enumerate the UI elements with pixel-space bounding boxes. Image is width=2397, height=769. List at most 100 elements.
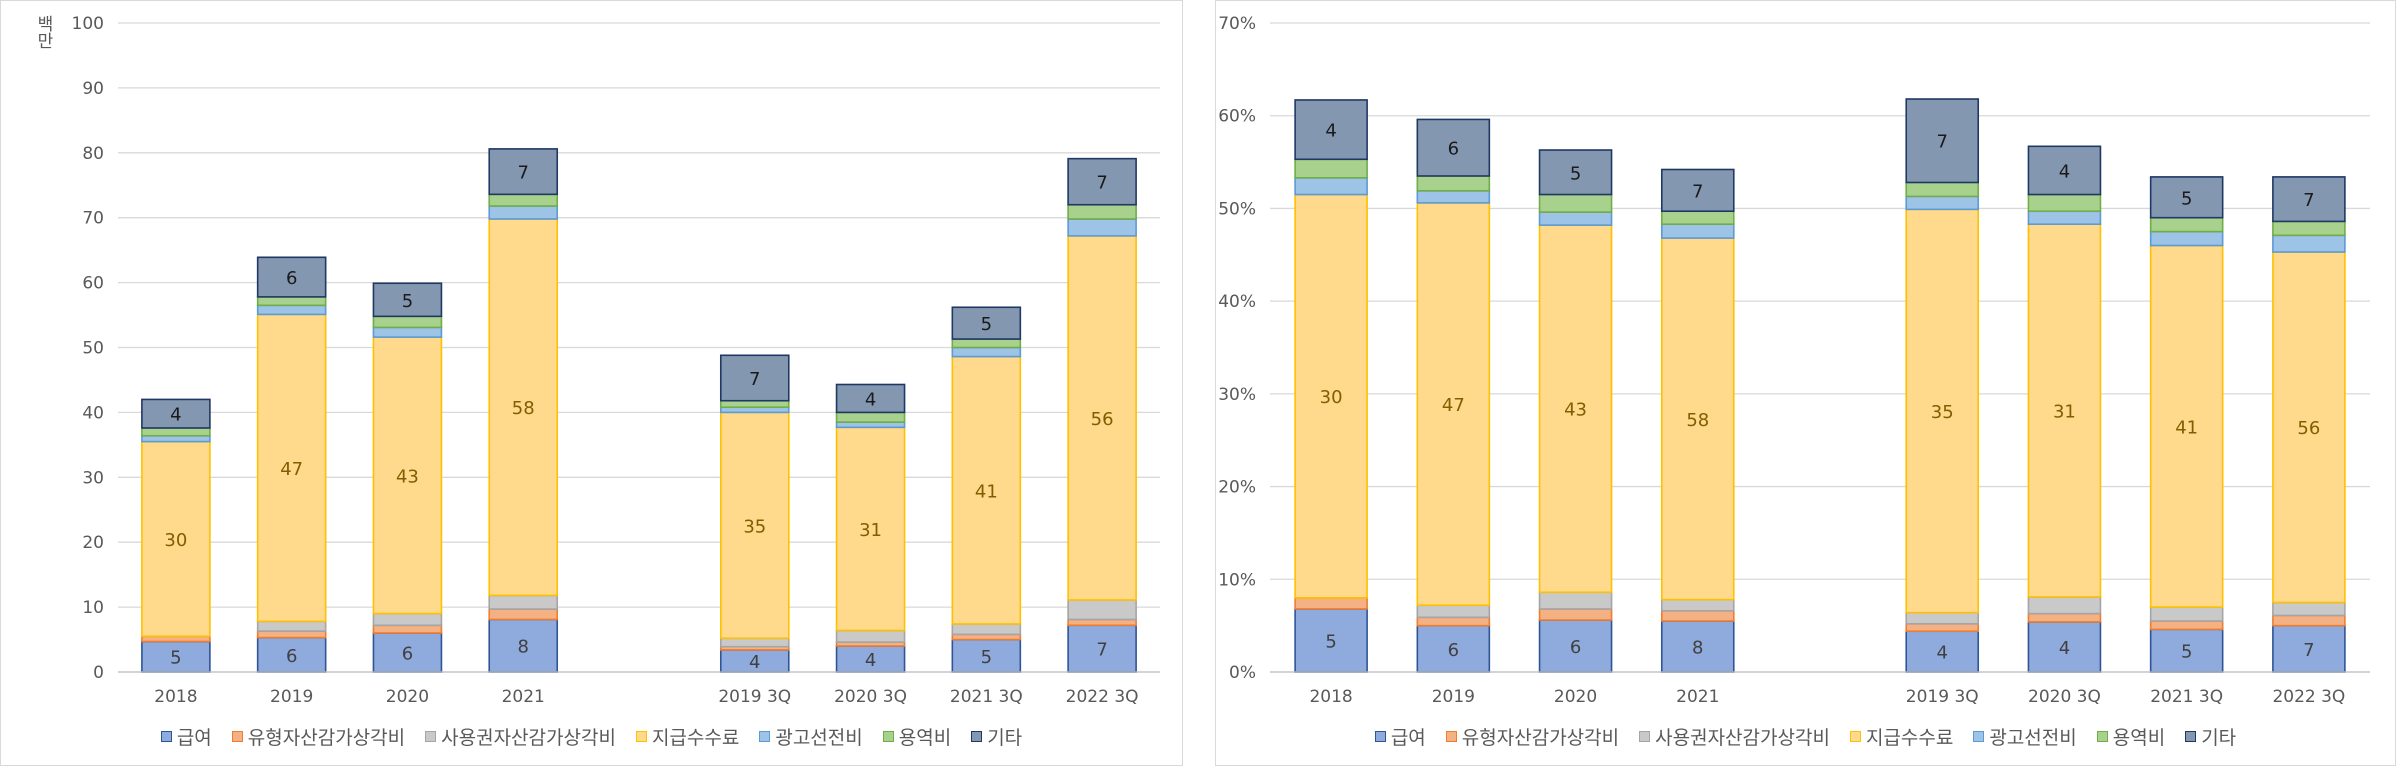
bar-segment	[141, 427, 211, 437]
y-tick-label: 0	[93, 663, 104, 683]
bar-segment	[1905, 181, 1980, 198]
y-tick-label: 10	[82, 598, 104, 618]
y-tick-label: 70	[82, 209, 104, 229]
legend-item: 지급수수료	[1849, 723, 1954, 750]
x-category-label: 2021	[502, 687, 545, 707]
bar-segment	[2027, 145, 2102, 196]
data-label: 30	[1320, 387, 1343, 408]
data-label: 6	[1448, 139, 1459, 160]
data-label: 41	[2175, 417, 2198, 438]
data-label: 7	[749, 369, 760, 390]
legend-label: 지급수수료	[1865, 727, 1954, 749]
data-label: 7	[2303, 190, 2314, 211]
x-category-label: 2020	[1554, 687, 1597, 707]
data-label: 7	[517, 163, 528, 184]
bar-segment	[372, 315, 443, 329]
bar-segment	[141, 434, 211, 443]
legend-item: 사용권자산감가상각비	[425, 723, 616, 750]
legend-swatch	[635, 731, 647, 742]
bar-segment	[2149, 216, 2224, 233]
y-tick-label: 60%	[1218, 107, 1256, 127]
bar-segment	[372, 612, 443, 627]
x-category-label: 2018	[1309, 687, 1352, 707]
x-category-label: 2021 3Q	[2150, 687, 2223, 707]
bar-segment	[1294, 177, 1368, 196]
data-label: 5	[170, 648, 181, 669]
x-category-label: 2020 3Q	[834, 687, 907, 707]
bar-segment	[1294, 608, 1368, 673]
data-label: 7	[1936, 132, 1947, 153]
legend-label: 급여	[1390, 727, 1426, 749]
bar-segment	[488, 618, 559, 673]
legend-label: 용역비	[898, 727, 952, 749]
bar-segment	[2027, 596, 2102, 615]
y-tick-label: 30%	[1218, 385, 1256, 405]
bar-segment	[1905, 622, 1980, 633]
data-label: 4	[1325, 121, 1336, 142]
bar-segment	[1416, 202, 1491, 607]
bar-segment	[951, 306, 1022, 340]
bar-segment	[1294, 99, 1368, 161]
bar-segment	[372, 624, 443, 634]
data-label: 56	[1091, 409, 1114, 430]
amount-stacked-bar-chart: 0102030405060708090100201853042019647620…	[72, 14, 1160, 707]
legend-swatch	[231, 731, 243, 742]
bar-segment	[2027, 621, 2102, 673]
legend-item: 급여	[1374, 723, 1426, 750]
bar-segment	[1905, 630, 1980, 673]
legend-label: 사용권자산감가상각비	[1655, 727, 1830, 749]
bar-segment	[1905, 98, 1980, 184]
bar-segment	[1067, 599, 1137, 621]
bar-segment	[2149, 606, 2224, 622]
legend-item: 광고선전비	[1973, 723, 2077, 750]
chart-panel-amount: 0 10 20 30 40 50 60 70 80 90 100 2018 5 30 4 2019 6 47 6 20…	[0, 0, 1183, 766]
y-tick-label: 10%	[1218, 570, 1256, 590]
data-label: 4	[170, 405, 181, 426]
data-label: 5	[2181, 188, 2192, 209]
legend-swatch	[1849, 731, 1861, 742]
legend-label: 용역비	[2112, 727, 2166, 749]
bar-segment	[1538, 211, 1613, 226]
legend-swatch	[160, 731, 172, 742]
legend-swatch	[882, 731, 894, 742]
bar-segment	[2027, 612, 2102, 623]
bar-segment	[719, 411, 790, 640]
legend-item: 기타	[2185, 723, 2236, 750]
chart-panel-ratio: 0% 10% 20% 30% 40% 50% 60% 70% 2018 5 30 4 2019 6 47 6 2…	[1215, 0, 2396, 766]
bar-segment	[141, 398, 211, 429]
data-label: 56	[2297, 418, 2320, 439]
bar-segment	[1067, 157, 1137, 206]
x-category-label: 2019	[270, 687, 313, 707]
bar-segment	[1660, 237, 1735, 601]
bar-segment	[1538, 619, 1613, 673]
data-label: 35	[743, 516, 766, 537]
y-unit-label: 백만	[33, 15, 53, 49]
bar-segment	[488, 218, 559, 597]
data-label: 4	[2059, 161, 2070, 182]
data-label: 58	[1686, 410, 1709, 431]
legend-swatch	[425, 731, 437, 742]
data-label: 7	[1096, 173, 1107, 194]
bar-segment	[951, 355, 1022, 625]
bar-segment	[2272, 601, 2346, 617]
bar-segment	[951, 623, 1022, 636]
data-label: 31	[859, 520, 882, 541]
y-tick-label: 50%	[1218, 199, 1256, 219]
y-tick-label: 20	[82, 533, 104, 553]
bar-segment	[372, 282, 443, 318]
bar-segment	[488, 608, 559, 621]
bar-segment	[1660, 210, 1735, 225]
legend-label: 유형자산감가상각비	[1461, 727, 1620, 749]
bar-segment	[1294, 597, 1368, 610]
y-tick-label: 40%	[1218, 292, 1256, 312]
data-label: 5	[981, 647, 992, 668]
y-tick-label: 30	[82, 468, 104, 488]
legend-label: 사용권자산감가상각비	[441, 727, 616, 749]
data-label: 43	[396, 466, 419, 487]
data-label: 43	[1564, 400, 1587, 421]
bar-segment	[2027, 223, 2102, 598]
data-label: 41	[975, 481, 998, 502]
data-label: 6	[402, 644, 413, 665]
legend-label: 유형자산감가상각비	[247, 727, 406, 749]
x-category-label: 2019	[1432, 687, 1475, 707]
